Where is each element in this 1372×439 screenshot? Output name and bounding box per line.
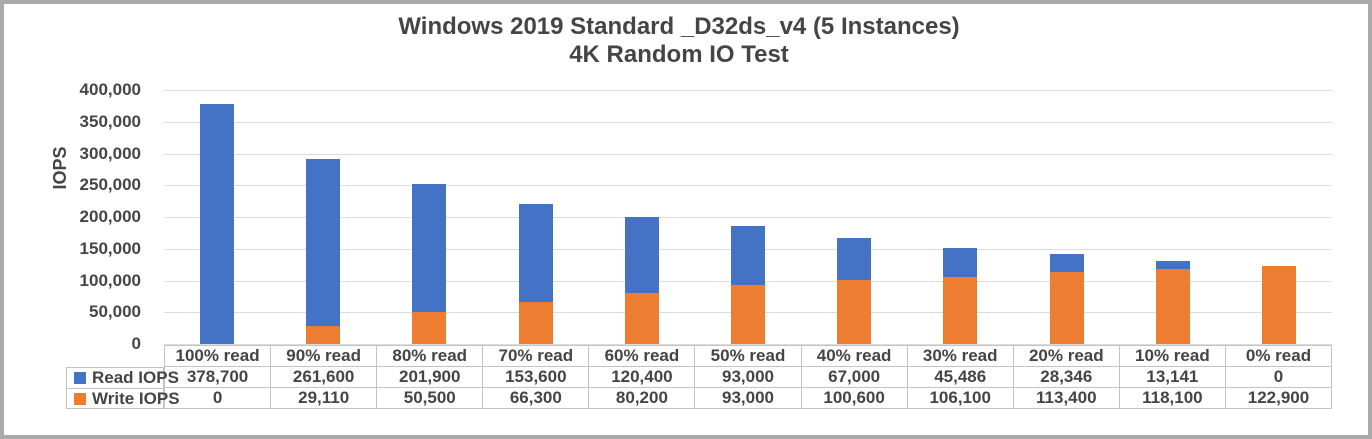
y-tick-label: 400,000 <box>79 80 141 99</box>
bar-segment-read-iops <box>1049 253 1084 272</box>
write-iops-cell: 113,400 <box>1014 388 1120 408</box>
write-iops-cell: 93,000 <box>695 388 802 408</box>
write-iops-cell: 50,500 <box>377 388 484 408</box>
read-iops-cell: 153,600 <box>483 367 590 387</box>
read-iops-cell: 120,400 <box>589 367 696 387</box>
data-table-read-row: 378,700 261,600 201,900 153,600 120,400 93,00… <box>164 367 1332 388</box>
data-table-write-row: 0 29,110 50,500 66,300 80,200 93,000 100,600 10… <box>164 388 1332 409</box>
gridline-400000 <box>164 90 1332 91</box>
category-header-cell: 100% read <box>165 346 272 366</box>
gridline-250000 <box>164 185 1332 187</box>
legend-label: Write IOPS <box>92 389 180 408</box>
write-iops-cell: 122,900 <box>1247 388 1310 407</box>
read-iops-cell: 201,900 <box>377 367 484 387</box>
bar-segment-read-iops <box>518 204 553 302</box>
bar-segment-read-iops <box>624 216 659 294</box>
bar-segment-write-iops <box>1261 265 1296 344</box>
bar-segment-read-iops <box>1155 260 1190 269</box>
chart-subtitle: 4K Random IO Test <box>569 41 789 68</box>
y-tick-label: 200,000 <box>79 207 141 226</box>
y-tick-label: 250,000 <box>79 175 141 195</box>
chart-title: Windows 2019 Standard _D32ds_v4 (5 Insta… <box>398 13 960 40</box>
y-tick-label: 0 <box>131 334 141 353</box>
gridline-200000 <box>164 217 1332 218</box>
category-header-cell: 90% read <box>271 346 378 366</box>
bar-segment-write-iops <box>837 280 872 344</box>
read-iops-cell: 67,000 <box>802 367 908 387</box>
bar-segment-write-iops <box>731 284 765 344</box>
category-header-cell: 30% read <box>908 346 1014 366</box>
read-iops-cell: 28,346 <box>1014 367 1120 387</box>
chart-title-block: Windows 2019 Standard _D32ds_v4 (5 Insta… <box>4 13 1354 69</box>
category-header-cell: 20% read <box>1014 346 1120 366</box>
category-header-cell: 40% read <box>802 346 908 366</box>
bar-segment-write-iops <box>306 325 341 344</box>
y-tick-label: 300,000 <box>79 143 141 163</box>
y-tick-label: 150,000 <box>79 238 141 258</box>
bar-segment-read-iops <box>943 247 978 277</box>
write-iops-cell: 29,110 <box>271 388 378 408</box>
category-header-cell: 60% read <box>589 346 696 366</box>
write-iops-cell: 0 <box>165 388 272 408</box>
gridline-300000 <box>164 153 1332 155</box>
read-iops-cell: 13,141 <box>1120 367 1226 387</box>
bar-segment-write-iops <box>412 311 447 344</box>
category-header-cell: 10% read <box>1120 346 1226 366</box>
y-tick-label: 350,000 <box>79 111 141 131</box>
y-axis-title: IOPS <box>50 146 70 190</box>
bar-segment-write-iops <box>624 293 659 344</box>
category-header-cell: 0% read <box>1245 346 1312 365</box>
read-iops-cell: 261,600 <box>271 367 378 387</box>
read-iops-cell: 378,700 <box>165 367 272 387</box>
write-iops-cell: 118,100 <box>1120 388 1226 408</box>
gridline-350000 <box>164 121 1332 123</box>
bar-segment-read-iops <box>837 237 872 281</box>
category-header-cell: 70% read <box>483 346 590 366</box>
read-iops-cell: 45,486 <box>908 367 1014 387</box>
legend-swatch-icon <box>74 372 86 384</box>
y-tick-label: 100,000 <box>79 270 141 290</box>
legend-item-read-iops: Read IOPS <box>67 368 179 388</box>
y-tick-label: 50,000 <box>89 302 141 322</box>
read-iops-cell: 93,000 <box>695 367 802 387</box>
legend-label: Read IOPS <box>92 368 179 387</box>
bar-segment-read-iops <box>731 225 765 285</box>
bar-segment-read-iops <box>412 183 447 312</box>
gridline-0 <box>164 344 1332 345</box>
write-iops-cell: 106,100 <box>908 388 1014 408</box>
bar-segment-write-iops <box>1049 271 1084 344</box>
bar-segment-read-iops <box>306 159 341 326</box>
write-iops-cell: 80,200 <box>589 388 696 408</box>
data-table-header-row: 100% read 90% read 80% read 70% read 60% rea… <box>164 345 1332 367</box>
write-iops-cell: 66,300 <box>483 388 590 408</box>
bar-segment-write-iops <box>518 301 553 344</box>
bar-segment-write-iops <box>1155 269 1190 344</box>
category-header-cell: 50% read <box>695 346 802 366</box>
write-iops-cell: 100,600 <box>802 388 908 408</box>
bar-segment-write-iops <box>943 276 978 344</box>
data-table-legend-column: Read IOPS Write IOPS <box>66 367 180 409</box>
read-iops-cell: 0 <box>1273 367 1284 386</box>
legend-item-write-iops: Write IOPS <box>67 388 180 409</box>
bar-segment-read-iops <box>200 103 235 344</box>
legend-swatch-icon <box>74 393 86 405</box>
category-header-cell: 80% read <box>377 346 484 366</box>
